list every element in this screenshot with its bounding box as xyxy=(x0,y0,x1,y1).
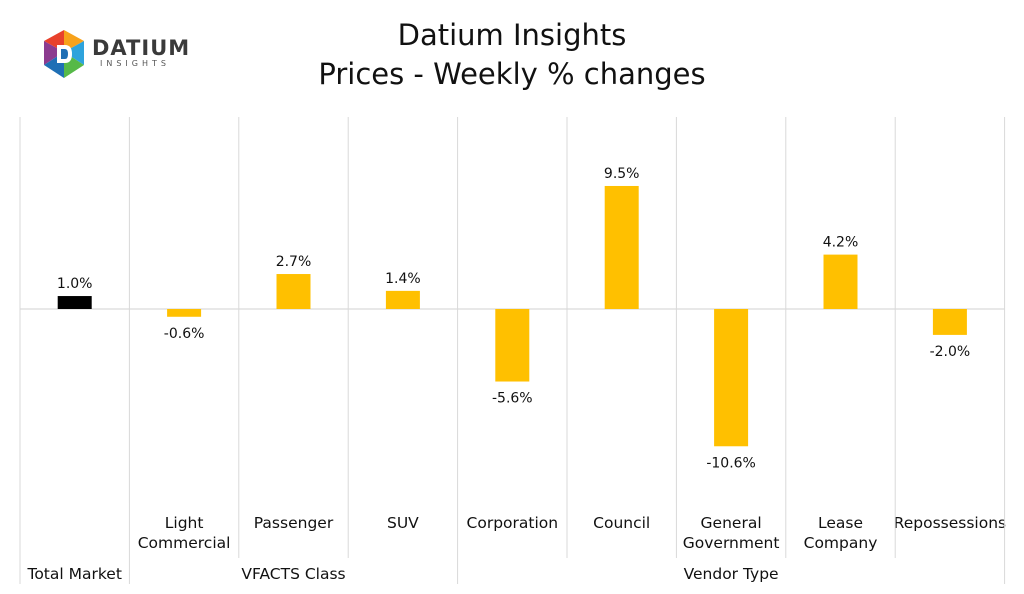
category-label: Lease xyxy=(818,514,863,532)
group-label: Total Market xyxy=(26,565,121,583)
group-label: VFACTS Class xyxy=(241,565,345,583)
category-label: Government xyxy=(683,534,780,552)
data-label: -5.6% xyxy=(492,391,533,407)
logo-tagline: INSIGHTS xyxy=(100,59,170,68)
category-label: Repossessions xyxy=(894,514,1006,532)
category-label: Company xyxy=(804,534,878,552)
datium-logo: DATIUM INSIGHTS xyxy=(38,28,191,80)
category-label: Council xyxy=(593,514,650,532)
data-label: -2.0% xyxy=(930,344,971,360)
bar xyxy=(495,309,530,382)
data-label: 1.4% xyxy=(385,271,421,287)
chart-title: Datium Insights xyxy=(397,18,627,52)
category-label: Commercial xyxy=(138,534,231,552)
datium-logo-icon xyxy=(44,30,84,78)
bar xyxy=(823,254,858,309)
bar xyxy=(932,309,967,335)
bar xyxy=(604,185,639,309)
bar xyxy=(167,309,202,317)
data-label: 9.5% xyxy=(604,166,640,182)
bar xyxy=(714,309,749,447)
data-label: 2.7% xyxy=(276,254,312,270)
bar xyxy=(385,290,420,309)
bar xyxy=(57,296,92,309)
chart-subtitle: Prices - Weekly % changes xyxy=(318,57,706,91)
bar xyxy=(276,274,311,309)
category-label: General xyxy=(701,514,762,532)
data-label: 1.0% xyxy=(57,276,93,292)
group-label: Vendor Type xyxy=(684,565,779,583)
data-label: -0.6% xyxy=(164,326,205,342)
data-label: -10.6% xyxy=(706,455,756,471)
category-label: Corporation xyxy=(467,514,559,532)
category-label: SUV xyxy=(387,514,419,532)
data-label: 4.2% xyxy=(823,235,859,251)
category-label: Passenger xyxy=(254,514,334,532)
category-label: Light xyxy=(165,514,204,532)
logo-wordmark: DATIUM xyxy=(92,36,191,60)
